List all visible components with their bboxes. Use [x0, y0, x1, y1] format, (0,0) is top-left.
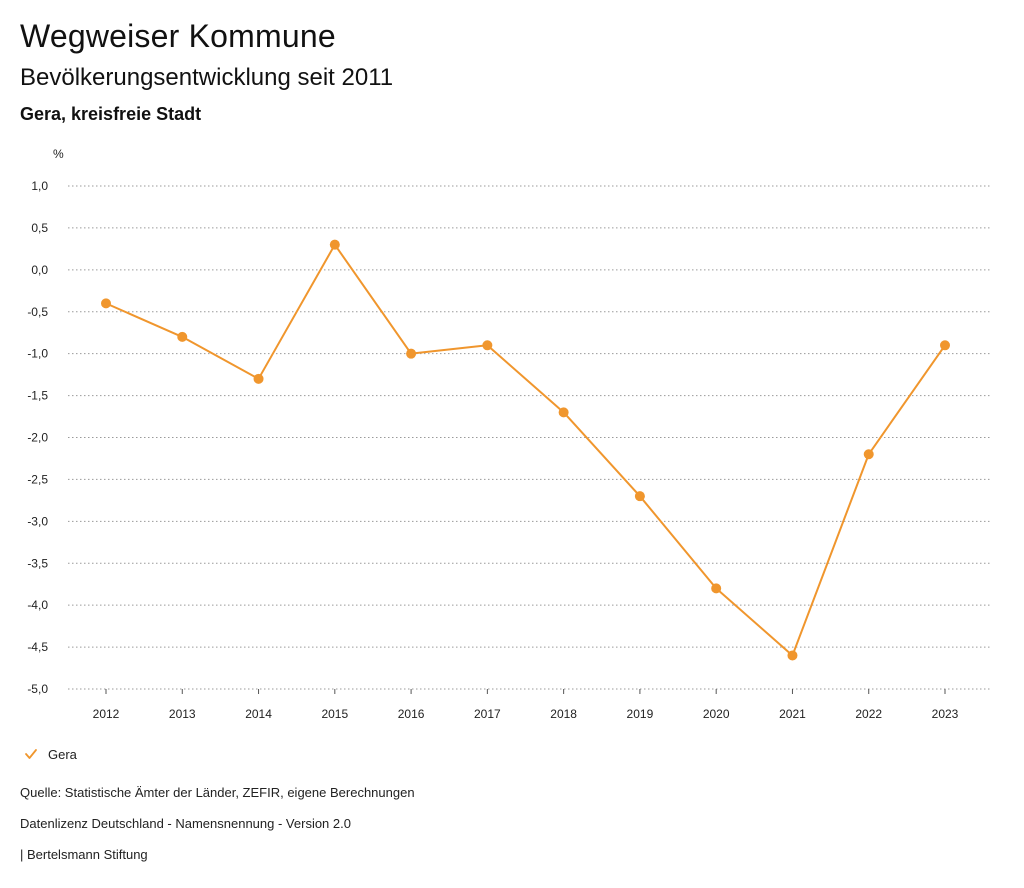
y-tick-label: -2,0	[27, 431, 48, 445]
series-gera	[101, 239, 950, 661]
y-tick-label: -0,5	[27, 305, 48, 319]
chart-title: Wegweiser Kommune	[20, 18, 336, 54]
x-tick-label: 2013	[169, 707, 196, 721]
x-tick-label: 2016	[398, 707, 425, 721]
license-note: Datenlizenz Deutschland - Namensnennung …	[20, 816, 351, 831]
data-point[interactable]	[101, 298, 111, 309]
data-point[interactable]	[177, 331, 188, 342]
x-tick-label: 2020	[703, 707, 730, 721]
y-tick-label: -4,0	[27, 598, 48, 612]
data-point[interactable]	[711, 583, 722, 594]
data-point[interactable]	[253, 373, 264, 384]
y-tick-label: -2,5	[27, 472, 48, 486]
x-tick-label: 2019	[627, 707, 654, 721]
x-tick-label: 2015	[321, 707, 348, 721]
publisher-note: | Bertelsmann Stiftung	[20, 847, 148, 862]
grid-lines	[68, 185, 990, 690]
data-point[interactable]	[558, 407, 569, 418]
line-chart: % 1,0 0,5 0,0 -0,5 -1,0 -1,5 -2,0 -2,5 -3,0 -3,5 -…	[27, 147, 990, 721]
x-axis-ticks: 2012 2013 2014 2015 2016 2017 2018 2019 2020 2021…	[93, 689, 959, 721]
region-name: Gera, kreisfreie Stadt	[20, 104, 202, 124]
x-tick-label: 2023	[932, 707, 959, 721]
data-point[interactable]	[482, 340, 493, 351]
x-tick-label: 2014	[245, 707, 272, 721]
y-axis-ticks: 1,0 0,5 0,0 -0,5 -1,0 -1,5 -2,0 -2,5 -3,0 -3,5 -4,…	[27, 179, 48, 696]
y-tick-label: -5,0	[27, 682, 48, 696]
y-tick-label: 0,5	[31, 221, 48, 235]
x-tick-label: 2022	[855, 707, 882, 721]
x-tick-label: 2012	[93, 707, 120, 721]
data-point[interactable]	[634, 491, 645, 502]
y-tick-label: 1,0	[31, 179, 48, 193]
y-tick-label: 0,0	[31, 263, 48, 277]
data-point[interactable]	[863, 449, 874, 460]
x-tick-label: 2021	[779, 707, 806, 721]
source-note: Quelle: Statistische Ämter der Länder, Z…	[20, 785, 415, 800]
x-tick-label: 2018	[550, 707, 577, 721]
data-point[interactable]	[329, 239, 340, 250]
y-tick-label: -4,5	[27, 640, 48, 654]
y-tick-label: -1,5	[27, 389, 48, 403]
y-unit-label: %	[53, 147, 64, 161]
series-line	[105, 243, 946, 657]
check-icon	[25, 749, 37, 759]
legend[interactable]: Gera	[24, 744, 77, 764]
data-point[interactable]	[406, 348, 417, 359]
data-point[interactable]	[787, 650, 798, 661]
chart-subtitle: Bevölkerungsentwicklung seit 2011	[20, 64, 394, 91]
data-point[interactable]	[940, 340, 950, 351]
y-tick-label: -3,0	[27, 514, 48, 528]
y-tick-label: -3,5	[27, 556, 48, 570]
y-tick-label: -1,0	[27, 347, 48, 361]
x-tick-label: 2017	[474, 707, 501, 721]
legend-label: Gera	[48, 746, 77, 762]
